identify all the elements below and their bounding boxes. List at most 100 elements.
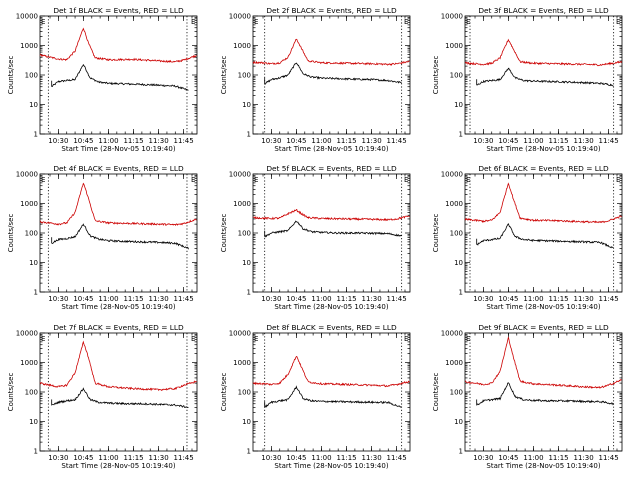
x-tick-label: 11:00 [523, 454, 543, 462]
panel-title: Det 3f BLACK = Events, RED = LLD [478, 6, 609, 15]
lld-series-line [253, 209, 410, 222]
x-tick-label: 11:30 [361, 137, 381, 145]
x-axis-label: Start Time (28-Nov-05 10:19:40) [274, 145, 388, 153]
detector-panel-7: Det 7f BLACK = Events, RED = LLD 1 10 100 10… [7, 323, 198, 470]
x-tick-label: 10:30 [48, 454, 68, 462]
x-tick-label: 10:45 [286, 137, 306, 145]
detector-panel-9: Det 9f BLACK = Events, RED = LLD 1 10 100 10… [432, 323, 623, 470]
events-series-line [51, 64, 189, 91]
y-tick-label: 10000 [16, 171, 38, 179]
y-tick-label: 1000 [20, 200, 38, 208]
y-tick-label: 100 [450, 230, 463, 238]
x-tick-label: 11:00 [311, 295, 331, 303]
x-axis-label: Start Time (28-Nov-05 10:19:40) [61, 462, 175, 470]
y-tick-label: 1 [459, 131, 463, 139]
corner-glyph-left: E [466, 335, 470, 343]
x-tick-label: 11:15 [336, 295, 356, 303]
x-tick-label: 11:30 [573, 454, 593, 462]
y-axis-label: Counts/sec [220, 56, 228, 95]
corner-glyph-right: E [404, 18, 408, 26]
x-tick-label: 11:30 [148, 137, 168, 145]
x-axis-label: Start Time (28-Nov-05 10:19:40) [274, 303, 388, 311]
corner-glyph-left: E [466, 18, 470, 26]
y-axis-label: Counts/sec [220, 373, 228, 412]
x-tick-label: 10:30 [48, 295, 68, 303]
detector-panel-5: Det 5f BLACK = Events, RED = LLD 1 10 100 10… [220, 164, 411, 311]
y-tick-label: 1000 [233, 359, 251, 367]
y-tick-label: 10 [29, 418, 38, 426]
y-tick-label: 100 [450, 72, 463, 80]
x-tick-label: 11:00 [311, 454, 331, 462]
y-tick-label: 1 [247, 131, 251, 139]
x-tick-label: 11:45 [174, 454, 194, 462]
y-tick-label: 1 [247, 289, 251, 297]
x-tick-label: 10:30 [261, 295, 281, 303]
events-series-line [264, 385, 402, 408]
lld-series-line [464, 182, 622, 224]
corner-glyph-right: E [404, 176, 408, 184]
lld-series-line [252, 38, 410, 66]
lld-series-line [39, 340, 197, 392]
x-tick-label: 11:15 [123, 454, 143, 462]
y-tick-label: 1000 [233, 42, 251, 50]
x-tick-label: 11:45 [387, 137, 407, 145]
corner-glyph-left: E [466, 176, 470, 184]
y-tick-label: 100 [238, 230, 251, 238]
x-tick-label: 11:15 [548, 454, 568, 462]
x-tick-label: 10:45 [286, 454, 306, 462]
y-tick-label: 1 [247, 448, 251, 456]
x-tick-label: 10:45 [498, 137, 518, 145]
y-axis-label: Counts/sec [432, 214, 440, 253]
corner-glyph-right: E [191, 176, 195, 184]
x-tick-label: 10:30 [261, 137, 281, 145]
lld-series-line [464, 336, 622, 389]
events-series-line [476, 382, 614, 406]
y-axis-label: Counts/sec [7, 214, 15, 253]
y-tick-label: 10000 [16, 13, 38, 21]
x-tick-label: 10:30 [473, 295, 493, 303]
detector-panel-8: Det 8f BLACK = Events, RED = LLD 1 10 100 10… [220, 323, 411, 470]
lld-series-line [464, 38, 623, 67]
lld-series-line [39, 182, 197, 226]
corner-glyph-left: E [254, 176, 258, 184]
x-tick-label: 10:30 [48, 137, 68, 145]
x-tick-label: 10:30 [261, 454, 281, 462]
y-tick-label: 1000 [445, 200, 463, 208]
plot-frame [39, 15, 198, 135]
y-tick-label: 10 [454, 259, 463, 267]
detector-panel-3: Det 3f BLACK = Events, RED = LLD 1 10 100 10… [432, 6, 623, 153]
y-tick-label: 1 [34, 448, 38, 456]
y-tick-label: 10000 [229, 330, 251, 338]
panel-title: Det 4f BLACK = Events, RED = LLD [53, 164, 184, 173]
y-tick-label: 10 [242, 259, 251, 267]
x-tick-label: 11:00 [311, 137, 331, 145]
lld-series-line [39, 27, 197, 63]
y-tick-label: 10 [242, 418, 251, 426]
corner-glyph-right: E [191, 18, 195, 26]
events-series-line [476, 222, 614, 249]
y-tick-label: 1 [34, 289, 38, 297]
y-tick-label: 1 [459, 448, 463, 456]
x-tick-label: 10:45 [498, 295, 518, 303]
x-tick-label: 11:45 [174, 137, 194, 145]
y-tick-label: 100 [25, 389, 38, 397]
panel-title: Det 1f BLACK = Events, RED = LLD [53, 6, 184, 15]
x-tick-label: 11:45 [599, 454, 619, 462]
plot-frame [39, 173, 198, 293]
x-axis-label: Start Time (28-Nov-05 10:19:40) [486, 303, 600, 311]
y-tick-label: 10000 [441, 13, 463, 21]
x-tick-label: 11:15 [336, 137, 356, 145]
x-tick-label: 11:00 [98, 137, 118, 145]
corner-glyph-left: E [254, 18, 258, 26]
detector-panel-1: Det 1f BLACK = Events, RED = LLD 1 10 100 10… [7, 6, 198, 153]
corner-glyph-left: E [41, 335, 45, 343]
y-tick-label: 100 [238, 389, 251, 397]
events-series-line [51, 387, 189, 409]
y-tick-label: 1000 [20, 359, 38, 367]
y-axis-label: Counts/sec [220, 214, 228, 253]
y-tick-label: 1000 [445, 42, 463, 50]
corner-glyph-left: E [41, 18, 45, 26]
y-tick-label: 10 [29, 101, 38, 109]
x-tick-label: 10:45 [73, 137, 93, 145]
